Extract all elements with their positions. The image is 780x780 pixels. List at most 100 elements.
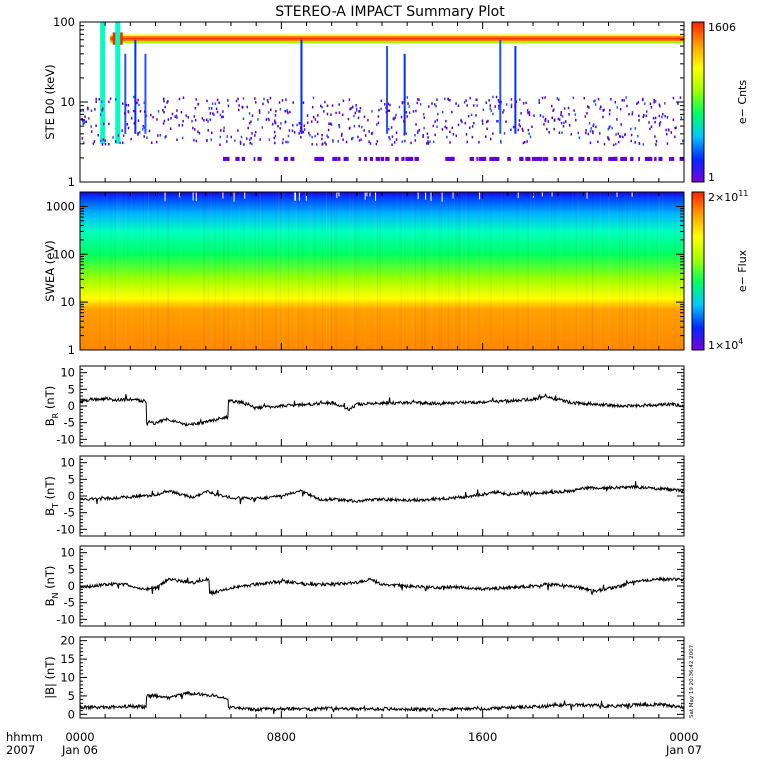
noise-count <box>185 114 187 117</box>
noise-count <box>327 128 330 132</box>
noise-count <box>99 113 102 116</box>
noise-count <box>602 115 604 119</box>
energy-band <box>110 37 684 40</box>
noise-count <box>324 141 326 144</box>
noise-count <box>321 137 323 141</box>
noise-count <box>95 100 97 103</box>
noise-count <box>191 120 193 123</box>
low-energy-count <box>364 156 368 161</box>
noise-count <box>338 125 341 129</box>
noise-count <box>577 131 579 135</box>
noise-count <box>404 103 406 107</box>
noise-count <box>468 126 471 129</box>
spectrogram-streak <box>214 192 216 350</box>
noise-count <box>155 140 158 144</box>
noise-count <box>329 122 332 126</box>
noise-count <box>570 132 573 136</box>
noise-count <box>387 109 389 113</box>
noise-count <box>214 102 217 105</box>
noise-count <box>327 135 329 139</box>
noise-count <box>156 118 158 121</box>
noise-count <box>478 140 480 144</box>
noise-count <box>588 106 590 109</box>
spectrogram-streak <box>293 192 295 350</box>
noise-count <box>404 139 406 143</box>
energy-band <box>110 34 684 37</box>
noise-count <box>126 122 129 126</box>
noise-count <box>134 98 137 101</box>
low-energy-count <box>507 156 511 161</box>
noise-count <box>115 98 117 101</box>
y-label-subscript: R <box>51 412 60 418</box>
y-tick-label: -10 <box>56 612 75 626</box>
noise-count <box>219 143 221 146</box>
noise-count <box>524 140 526 144</box>
noise-count <box>599 132 601 135</box>
spectrogram-streak <box>396 192 398 350</box>
spectrogram-streak <box>80 192 82 350</box>
spectrogram-streak <box>457 192 459 350</box>
noise-count <box>500 141 502 144</box>
noise-count <box>446 126 448 130</box>
noise-count <box>133 109 135 113</box>
noise-count <box>603 142 606 146</box>
low-energy-count <box>569 156 574 161</box>
noise-count <box>584 115 587 118</box>
noise-count <box>194 118 197 122</box>
spectrogram-streak <box>321 192 323 350</box>
noise-count <box>358 124 360 128</box>
noise-count <box>422 135 424 138</box>
noise-count <box>492 132 494 135</box>
timestamp: Sat May 19 20:36:42 2007 <box>689 644 695 718</box>
noise-count <box>351 105 354 109</box>
data-gap <box>417 192 419 200</box>
low-energy-count <box>614 156 618 161</box>
noise-count <box>218 101 220 104</box>
spectrogram-streak <box>358 192 360 350</box>
noise-count <box>195 139 198 143</box>
noise-count <box>164 105 166 109</box>
y-axis-label: |B| (nT) <box>43 656 57 699</box>
noise-count <box>573 109 575 112</box>
noise-count <box>167 99 169 103</box>
spectrogram-streak <box>662 192 664 350</box>
noise-count <box>306 121 309 124</box>
noise-count <box>242 117 245 121</box>
noise-count <box>237 129 239 132</box>
noise-count <box>461 120 463 124</box>
energy-burst <box>144 53 147 134</box>
spectrogram-streak <box>210 192 212 350</box>
noise-count <box>486 120 488 124</box>
noise-count <box>553 127 555 131</box>
low-energy-count <box>447 156 452 161</box>
noise-count <box>278 101 281 104</box>
noise-count <box>631 111 634 114</box>
noise-count <box>418 98 420 102</box>
noise-count <box>412 110 415 113</box>
noise-count <box>167 118 170 121</box>
y-label-subscript: T <box>51 503 60 509</box>
spectrogram-streak <box>430 192 432 350</box>
noise-count <box>163 99 165 103</box>
noise-count <box>157 110 160 113</box>
noise-count <box>395 113 397 117</box>
energy-burst <box>514 46 517 134</box>
noise-count <box>562 124 565 128</box>
y-axis-label: SWEA (eV) <box>43 240 57 301</box>
noise-count <box>130 116 133 120</box>
noise-count <box>649 102 652 106</box>
noise-count <box>300 126 302 130</box>
noise-count <box>654 120 656 124</box>
spectrogram-streak <box>600 192 602 350</box>
noise-count <box>666 142 669 145</box>
noise-count <box>197 102 199 106</box>
low-energy-count <box>493 156 498 161</box>
noise-count <box>615 133 617 136</box>
y-tick-label: 100 <box>53 15 75 29</box>
noise-count <box>300 121 302 124</box>
x-tick-label: 0800 <box>267 730 296 744</box>
noise-count <box>398 105 401 109</box>
noise-count <box>675 126 677 129</box>
noise-count <box>608 112 611 116</box>
